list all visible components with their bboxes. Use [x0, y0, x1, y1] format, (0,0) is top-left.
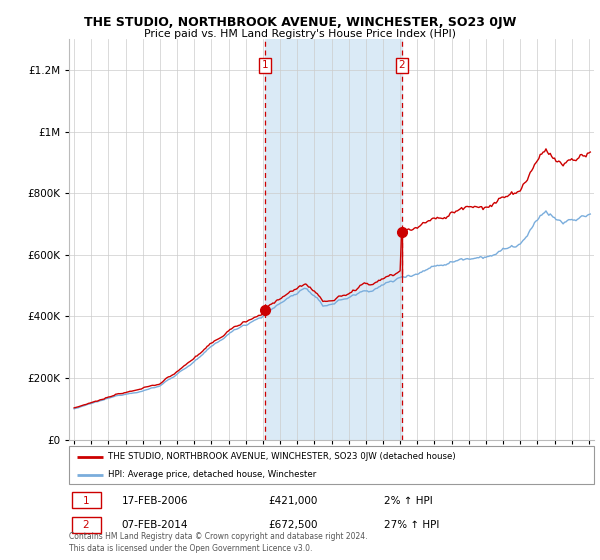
- FancyBboxPatch shape: [71, 492, 101, 508]
- Text: 1: 1: [262, 60, 268, 71]
- Text: HPI: Average price, detached house, Winchester: HPI: Average price, detached house, Winc…: [109, 470, 317, 479]
- Text: THE STUDIO, NORTHBROOK AVENUE, WINCHESTER, SO23 0JW: THE STUDIO, NORTHBROOK AVENUE, WINCHESTE…: [84, 16, 516, 29]
- Text: Price paid vs. HM Land Registry's House Price Index (HPI): Price paid vs. HM Land Registry's House …: [144, 29, 456, 39]
- Bar: [265, 39, 402, 440]
- FancyBboxPatch shape: [71, 517, 101, 533]
- Text: 2: 2: [82, 520, 89, 530]
- Text: £672,500: £672,500: [269, 520, 318, 530]
- Text: 27% ↑ HPI: 27% ↑ HPI: [384, 520, 439, 530]
- Text: 07-FEB-2014: 07-FEB-2014: [121, 520, 188, 530]
- Text: 2: 2: [398, 60, 405, 71]
- Text: Contains HM Land Registry data © Crown copyright and database right 2024.
This d: Contains HM Land Registry data © Crown c…: [69, 532, 367, 553]
- Text: £421,000: £421,000: [269, 496, 318, 506]
- Text: 17-FEB-2006: 17-FEB-2006: [121, 496, 188, 506]
- Text: 1: 1: [82, 496, 89, 506]
- Text: 2% ↑ HPI: 2% ↑ HPI: [384, 496, 433, 506]
- Text: THE STUDIO, NORTHBROOK AVENUE, WINCHESTER, SO23 0JW (detached house): THE STUDIO, NORTHBROOK AVENUE, WINCHESTE…: [109, 452, 456, 461]
